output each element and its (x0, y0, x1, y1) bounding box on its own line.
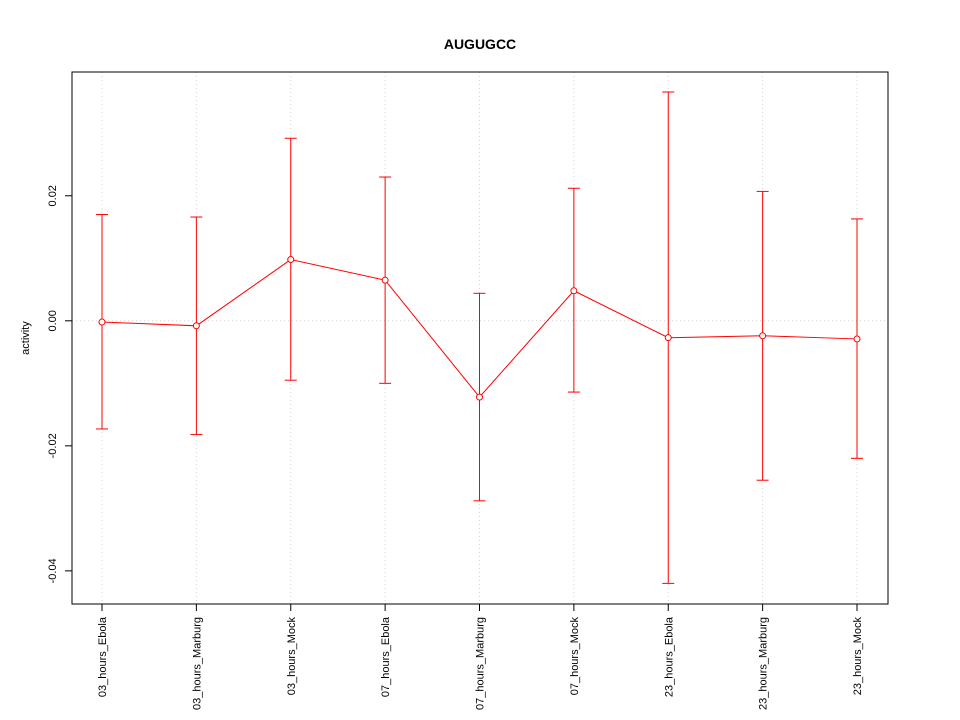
data-point (664, 334, 672, 342)
y-axis-label: activity (20, 321, 32, 355)
x-tick-label: 23_hours_Marburg (758, 617, 770, 710)
x-axis: 03_hours_Ebola 03_hours_Marburg 03_hours_M… (97, 603, 864, 710)
x-tick-label: 23_hours_Ebola (663, 616, 675, 697)
y-tick-label: 0.02 (47, 185, 59, 206)
series-line (98, 256, 861, 401)
x-tick-label: 07_hours_Marburg (475, 617, 487, 710)
data-point (98, 318, 106, 326)
data-point (287, 256, 295, 264)
x-tick-label: 23_hours_Mock (852, 617, 864, 696)
data-point (381, 276, 389, 284)
x-tick-label: 03_hours_Ebola (97, 616, 109, 697)
x-tick-label: 03_hours_Mock (286, 617, 298, 696)
error-bars (96, 91, 863, 584)
x-tick-label: 07_hours_Ebola (380, 616, 392, 697)
x-tick-label: 07_hours_Mock (569, 617, 581, 696)
data-point (759, 332, 767, 340)
data-point (476, 393, 483, 401)
y-tick-label: -0.04 (47, 558, 59, 583)
data-point (853, 335, 861, 343)
y-axis: -0.04 -0.02 0.00 0.02 (47, 185, 73, 583)
chart-title: AUGUGCC (444, 36, 516, 52)
y-tick-label: 0.00 (47, 310, 59, 331)
x-tick-label: 03_hours_Marburg (191, 617, 203, 710)
y-tick-label: -0.02 (47, 433, 59, 458)
data-point (570, 287, 578, 295)
data-point (192, 322, 200, 330)
